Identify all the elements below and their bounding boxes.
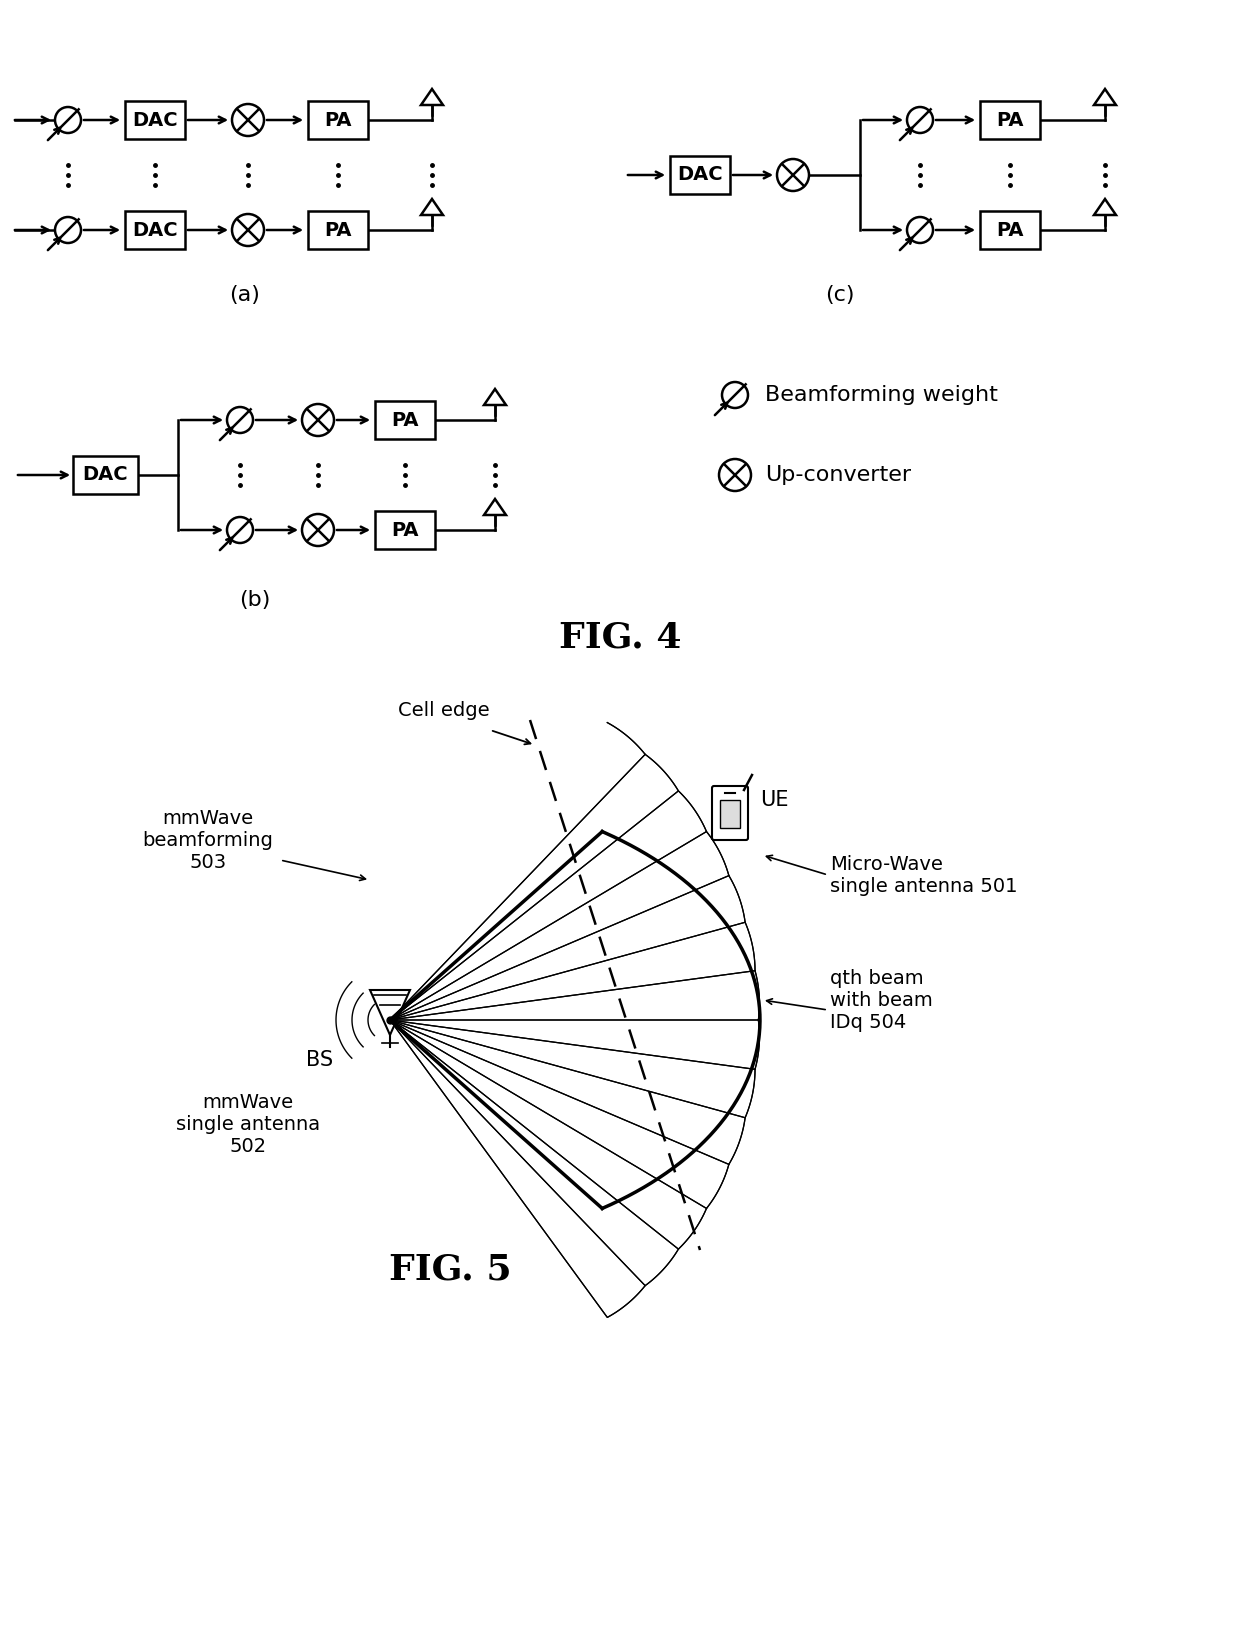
Text: (c): (c) bbox=[826, 286, 854, 306]
FancyBboxPatch shape bbox=[125, 211, 185, 249]
Text: DAC: DAC bbox=[133, 220, 177, 240]
Text: DAC: DAC bbox=[677, 165, 723, 185]
Text: Micro-Wave
single antenna 501: Micro-Wave single antenna 501 bbox=[830, 854, 1018, 895]
Text: PA: PA bbox=[392, 520, 419, 540]
Text: UE: UE bbox=[760, 790, 789, 809]
Text: PA: PA bbox=[324, 220, 352, 240]
FancyBboxPatch shape bbox=[125, 101, 185, 139]
FancyBboxPatch shape bbox=[308, 101, 368, 139]
FancyBboxPatch shape bbox=[980, 211, 1040, 249]
Text: FIG. 4: FIG. 4 bbox=[559, 621, 681, 654]
FancyBboxPatch shape bbox=[374, 510, 435, 548]
Text: Beamforming weight: Beamforming weight bbox=[765, 385, 998, 405]
Text: mmWave
beamforming
503: mmWave beamforming 503 bbox=[143, 808, 274, 872]
FancyBboxPatch shape bbox=[670, 155, 730, 193]
FancyBboxPatch shape bbox=[712, 786, 748, 839]
Text: PA: PA bbox=[996, 111, 1024, 129]
FancyBboxPatch shape bbox=[720, 800, 740, 828]
Text: Up-converter: Up-converter bbox=[765, 464, 911, 486]
Text: DAC: DAC bbox=[133, 111, 177, 129]
Text: mmWave
single antenna
502: mmWave single antenna 502 bbox=[176, 1094, 320, 1156]
Text: DAC: DAC bbox=[82, 466, 128, 484]
FancyBboxPatch shape bbox=[308, 211, 368, 249]
Text: (a): (a) bbox=[229, 286, 260, 306]
Text: Cell edge: Cell edge bbox=[398, 700, 490, 720]
Text: BS: BS bbox=[306, 1051, 334, 1070]
FancyBboxPatch shape bbox=[980, 101, 1040, 139]
Text: PA: PA bbox=[996, 220, 1024, 240]
Text: FIG. 5: FIG. 5 bbox=[388, 1252, 511, 1287]
FancyBboxPatch shape bbox=[72, 456, 138, 494]
Text: PA: PA bbox=[392, 410, 419, 430]
FancyBboxPatch shape bbox=[374, 401, 435, 439]
Text: PA: PA bbox=[324, 111, 352, 129]
Text: qth beam
with beam
IDq 504: qth beam with beam IDq 504 bbox=[830, 968, 932, 1031]
Text: (b): (b) bbox=[239, 590, 270, 610]
